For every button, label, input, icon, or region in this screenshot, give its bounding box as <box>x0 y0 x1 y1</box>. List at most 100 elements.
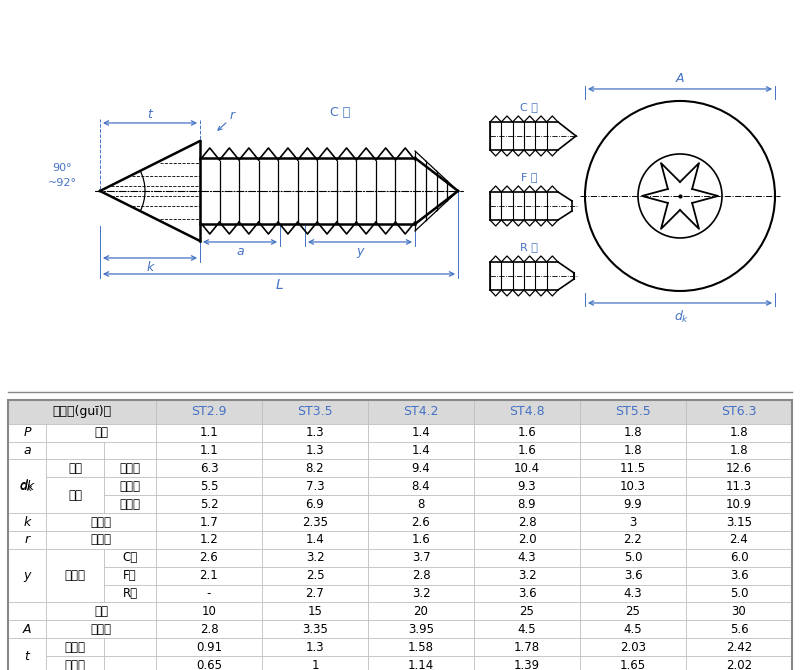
Bar <box>8 549 46 602</box>
Bar <box>474 442 580 460</box>
Text: 1: 1 <box>311 659 318 670</box>
Text: C型: C型 <box>122 551 138 564</box>
Bar <box>46 549 104 602</box>
Text: 1.65: 1.65 <box>620 659 646 670</box>
Bar <box>156 585 262 602</box>
Text: 5.5: 5.5 <box>200 480 218 493</box>
Bar <box>368 620 474 639</box>
Bar <box>580 585 686 602</box>
Text: 9.9: 9.9 <box>624 498 642 511</box>
Bar <box>156 477 262 495</box>
Bar <box>262 423 368 442</box>
Bar <box>46 460 104 477</box>
Bar <box>156 531 262 549</box>
Bar <box>368 477 474 495</box>
Bar <box>580 531 686 549</box>
Text: ~92°: ~92° <box>48 178 77 188</box>
Text: dk: dk <box>19 480 34 493</box>
Text: P: P <box>23 426 30 439</box>
Text: C 型: C 型 <box>330 106 350 119</box>
Bar <box>474 602 580 620</box>
Text: 8.4: 8.4 <box>412 480 430 493</box>
Text: 1.6: 1.6 <box>518 426 536 439</box>
Text: 5.6: 5.6 <box>730 623 748 636</box>
Bar <box>474 460 580 477</box>
Text: 2.2: 2.2 <box>624 533 642 547</box>
Text: 2.8: 2.8 <box>412 569 430 582</box>
Bar <box>474 656 580 670</box>
Text: 1.7: 1.7 <box>200 515 218 529</box>
Text: 3.6: 3.6 <box>624 569 642 582</box>
Bar <box>368 495 474 513</box>
Text: 1.78: 1.78 <box>514 641 540 654</box>
Text: C 型: C 型 <box>520 102 538 112</box>
Text: 2.03: 2.03 <box>620 641 646 654</box>
Bar <box>8 460 46 513</box>
Text: 1.2: 1.2 <box>200 533 218 547</box>
Text: 6.0: 6.0 <box>730 551 748 564</box>
Bar <box>262 567 368 585</box>
Text: ST4.8: ST4.8 <box>509 405 545 418</box>
Bar <box>262 400 368 423</box>
Bar <box>686 400 792 423</box>
Text: k: k <box>146 261 154 275</box>
Bar <box>686 549 792 567</box>
Text: 11.3: 11.3 <box>726 480 752 493</box>
Bar <box>580 423 686 442</box>
Bar <box>104 442 156 460</box>
Text: k: k <box>23 515 30 529</box>
Bar <box>580 639 686 656</box>
Bar <box>686 585 792 602</box>
Text: 2.4: 2.4 <box>730 533 748 547</box>
Bar <box>156 656 262 670</box>
Text: 4.5: 4.5 <box>518 623 536 636</box>
Text: 最大值: 最大值 <box>119 480 141 493</box>
Bar <box>686 513 792 531</box>
Bar <box>262 513 368 531</box>
Text: L: L <box>275 278 283 292</box>
Text: 2.6: 2.6 <box>200 551 218 564</box>
Bar <box>368 639 474 656</box>
Text: 1.8: 1.8 <box>730 444 748 457</box>
Bar <box>262 639 368 656</box>
Bar <box>262 620 368 639</box>
Text: ST2.9: ST2.9 <box>191 405 226 418</box>
Bar <box>474 531 580 549</box>
Bar <box>104 549 156 567</box>
Text: 3.6: 3.6 <box>730 569 748 582</box>
Bar <box>104 477 156 495</box>
Text: 5.0: 5.0 <box>624 551 642 564</box>
Bar <box>474 639 580 656</box>
Text: 1.8: 1.8 <box>624 444 642 457</box>
Bar <box>580 549 686 567</box>
Text: 3: 3 <box>630 515 637 529</box>
Text: a: a <box>236 245 244 259</box>
Text: r: r <box>25 533 30 547</box>
Text: y: y <box>356 245 364 259</box>
Bar <box>686 460 792 477</box>
Text: 最小值: 最小值 <box>90 533 111 547</box>
Text: 2.02: 2.02 <box>726 659 752 670</box>
Text: 9.4: 9.4 <box>412 462 430 475</box>
Bar <box>156 513 262 531</box>
Text: 7.3: 7.3 <box>306 480 324 493</box>
Bar <box>580 513 686 531</box>
Bar <box>686 477 792 495</box>
Text: 3.95: 3.95 <box>408 623 434 636</box>
Bar <box>368 656 474 670</box>
Bar <box>262 531 368 549</box>
Text: 1.8: 1.8 <box>624 426 642 439</box>
Bar <box>580 460 686 477</box>
Text: 2.8: 2.8 <box>200 623 218 636</box>
Bar <box>156 549 262 567</box>
Text: 1.6: 1.6 <box>412 533 430 547</box>
Text: 10.4: 10.4 <box>514 462 540 475</box>
Bar <box>104 639 156 656</box>
Text: ST3.5: ST3.5 <box>297 405 333 418</box>
Bar <box>368 567 474 585</box>
Bar <box>368 549 474 567</box>
Bar <box>8 442 46 460</box>
Bar <box>686 423 792 442</box>
Text: 1.4: 1.4 <box>412 426 430 439</box>
Text: 參考值: 參考值 <box>65 569 86 582</box>
